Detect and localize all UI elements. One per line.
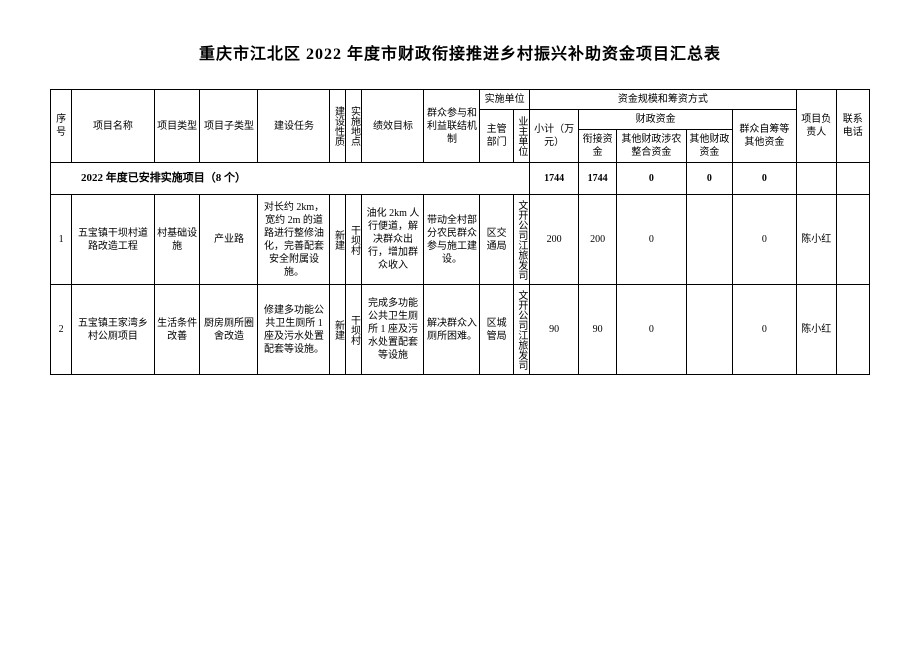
th-name: 项目名称 xyxy=(72,90,155,163)
table-row: 1 五宝镇干坝村道路改造工程 村基础设施 产业路 对长约 2km，宽约 2m 的… xyxy=(51,195,870,285)
cell-dept: 区交通局 xyxy=(480,195,513,285)
th-otherfiscal: 其他财政涉农整合资金 xyxy=(616,130,686,163)
th-impl-group: 实施单位 xyxy=(480,90,529,110)
cell-otherfund xyxy=(687,195,733,285)
section-selfraised: 0 xyxy=(732,163,796,195)
th-fund-group: 资金规模和筹资方式 xyxy=(529,90,796,110)
th-otherfund: 其他财政资金 xyxy=(687,130,733,163)
section-leader xyxy=(796,163,836,195)
cell-owner: 文开公司江旅发司 xyxy=(513,285,529,375)
th-goal: 绩效目标 xyxy=(362,90,424,163)
cell-contact xyxy=(836,285,870,375)
cell-selfraised: 0 xyxy=(732,285,796,375)
section-otherfiscal: 0 xyxy=(616,163,686,195)
cell-name: 五宝镇干坝村道路改造工程 xyxy=(72,195,155,285)
th-subtotal: 小计（万元） xyxy=(529,110,579,163)
cell-location: 干坝村 xyxy=(346,285,362,375)
cell-type: 生活条件改善 xyxy=(154,285,200,375)
cell-otherfiscal: 0 xyxy=(616,285,686,375)
th-task: 建设任务 xyxy=(258,90,330,163)
section-label: 2022 年度已安排实施项目（8 个） xyxy=(51,163,530,195)
cell-seq: 2 xyxy=(51,285,72,375)
cell-subtype: 产业路 xyxy=(200,195,258,285)
cell-bridge: 90 xyxy=(579,285,616,375)
section-contact xyxy=(836,163,870,195)
cell-goal: 完成多功能公共卫生厕所 1 座及污水处置配套等设施 xyxy=(362,285,424,375)
cell-leader: 陈小红 xyxy=(796,195,836,285)
cell-dept: 区城管局 xyxy=(480,285,513,375)
section-bridge: 1744 xyxy=(579,163,616,195)
th-contact: 联系电话 xyxy=(836,90,870,163)
th-type: 项目类型 xyxy=(154,90,200,163)
cell-owner: 文开公司江旅发司 xyxy=(513,195,529,285)
cell-subtotal: 200 xyxy=(529,195,579,285)
cell-contact xyxy=(836,195,870,285)
th-location: 实施地点 xyxy=(346,90,362,163)
cell-task: 修建多功能公共卫生厕所 1 座及污水处置配套等设施。 xyxy=(258,285,330,375)
section-subtotal: 1744 xyxy=(529,163,579,195)
cell-mechanism: 解决群众入厕所困难。 xyxy=(424,285,480,375)
th-mechanism: 群众参与和利益联结机制 xyxy=(424,90,480,163)
cell-otherfund xyxy=(687,285,733,375)
th-selfraised: 群众自筹等其他资金 xyxy=(732,110,796,163)
cell-nature: 新建 xyxy=(330,285,346,375)
th-fiscal: 财政资金 xyxy=(579,110,732,130)
cell-otherfiscal: 0 xyxy=(616,195,686,285)
cell-subtotal: 90 xyxy=(529,285,579,375)
summary-table: 序号 项目名称 项目类型 项目子类型 建设任务 建设性质 实施地点 绩效目标 群… xyxy=(50,89,870,375)
th-leader: 项目负责人 xyxy=(796,90,836,163)
cell-goal: 油化 2km 人行便道，解决群众出行，增加群众收入 xyxy=(362,195,424,285)
cell-mechanism: 带动全村部分农民群众参与施工建设。 xyxy=(424,195,480,285)
cell-bridge: 200 xyxy=(579,195,616,285)
cell-subtype: 厨房厕所圈舍改造 xyxy=(200,285,258,375)
th-bridge: 衔接资金 xyxy=(579,130,616,163)
cell-selfraised: 0 xyxy=(732,195,796,285)
th-seq: 序号 xyxy=(51,90,72,163)
section-row: 2022 年度已安排实施项目（8 个） 1744 1744 0 0 0 xyxy=(51,163,870,195)
cell-location: 干坝村 xyxy=(346,195,362,285)
page-title: 重庆市江北区 2022 年度市财政衔接推进乡村振兴补助资金项目汇总表 xyxy=(50,40,870,64)
cell-leader: 陈小红 xyxy=(796,285,836,375)
th-dept: 主管部门 xyxy=(480,110,513,163)
cell-seq: 1 xyxy=(51,195,72,285)
cell-nature: 新建 xyxy=(330,195,346,285)
th-nature: 建设性质 xyxy=(330,90,346,163)
th-subtype: 项目子类型 xyxy=(200,90,258,163)
cell-type: 村基础设施 xyxy=(154,195,200,285)
th-owner: 业主单位 xyxy=(513,110,529,163)
table-row: 2 五宝镇王家湾乡村公厕项目 生活条件改善 厨房厕所圈舍改造 修建多功能公共卫生… xyxy=(51,285,870,375)
section-otherfund: 0 xyxy=(687,163,733,195)
cell-name: 五宝镇王家湾乡村公厕项目 xyxy=(72,285,155,375)
cell-task: 对长约 2km，宽约 2m 的道路进行整修油化，完善配套安全附属设施。 xyxy=(258,195,330,285)
